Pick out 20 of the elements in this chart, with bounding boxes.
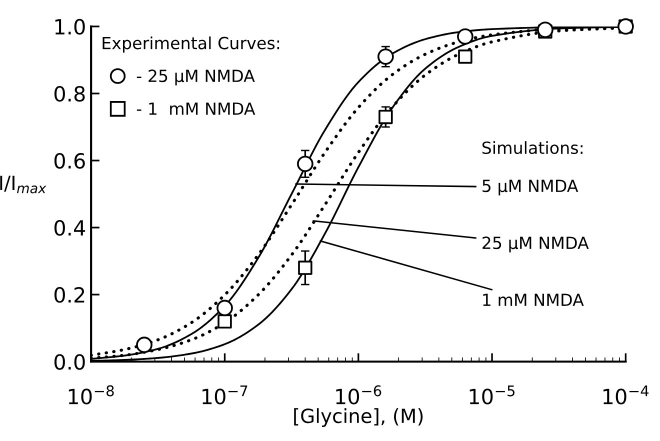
- annotation: 1 mM NMDA: [483, 294, 584, 306]
- x-tick-label: 10$^{−6}$: [336, 385, 382, 404]
- legend-title: Experimental Curves:: [102, 36, 280, 53]
- y-tick-label: 0.6: [54, 152, 85, 169]
- y-axis-title: I/I$_{max}$: [0, 176, 46, 194]
- y-tick-label: 0.2: [54, 287, 84, 303]
- x-tick-label: 10$^{−5}$: [470, 386, 514, 404]
- annotation: 5 μM NMDA: [482, 180, 578, 196]
- x-tick-label: 10$^{−4}$: [603, 386, 649, 404]
- x-tick-label: 10$^{−7}$: [202, 386, 248, 404]
- legend-label: - 1 mM NMDA: [136, 102, 256, 115]
- annotation: Simulations:: [482, 141, 582, 154]
- y-tick-label: 0.4: [54, 220, 86, 236]
- y-tick-label: 0.0: [54, 354, 85, 370]
- annotation: 25 μM NMDA: [482, 236, 589, 252]
- y-tick-label: 1.0: [55, 18, 85, 35]
- legend-label: - 25 μM NMDA: [136, 70, 255, 86]
- x-axis-title: [Glycine], (M): [294, 408, 423, 427]
- x-tick-label: 10$^{−8}$: [68, 385, 114, 404]
- y-tick-label: 0.8: [54, 86, 85, 102]
